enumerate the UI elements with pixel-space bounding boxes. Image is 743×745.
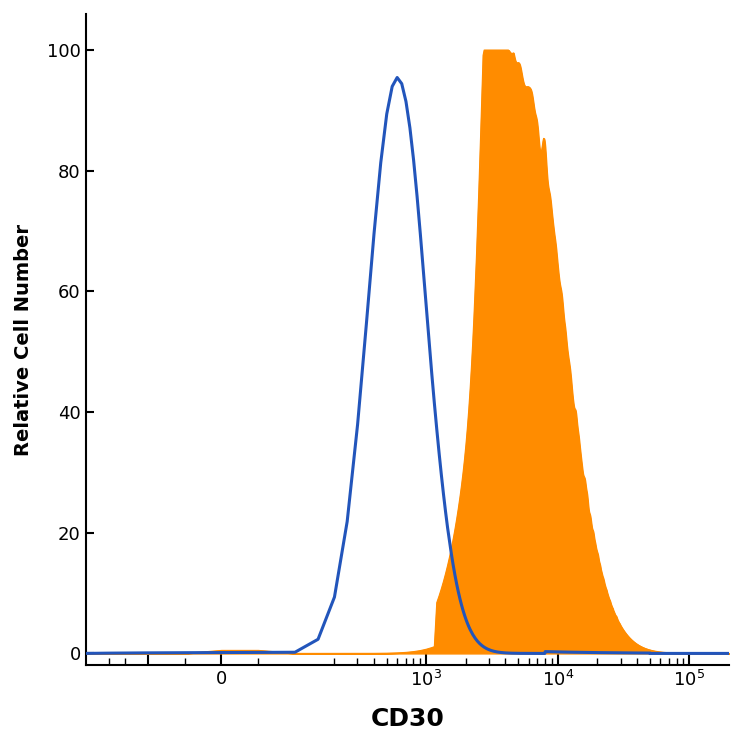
X-axis label: CD30: CD30	[370, 707, 444, 731]
Y-axis label: Relative Cell Number: Relative Cell Number	[14, 224, 33, 456]
